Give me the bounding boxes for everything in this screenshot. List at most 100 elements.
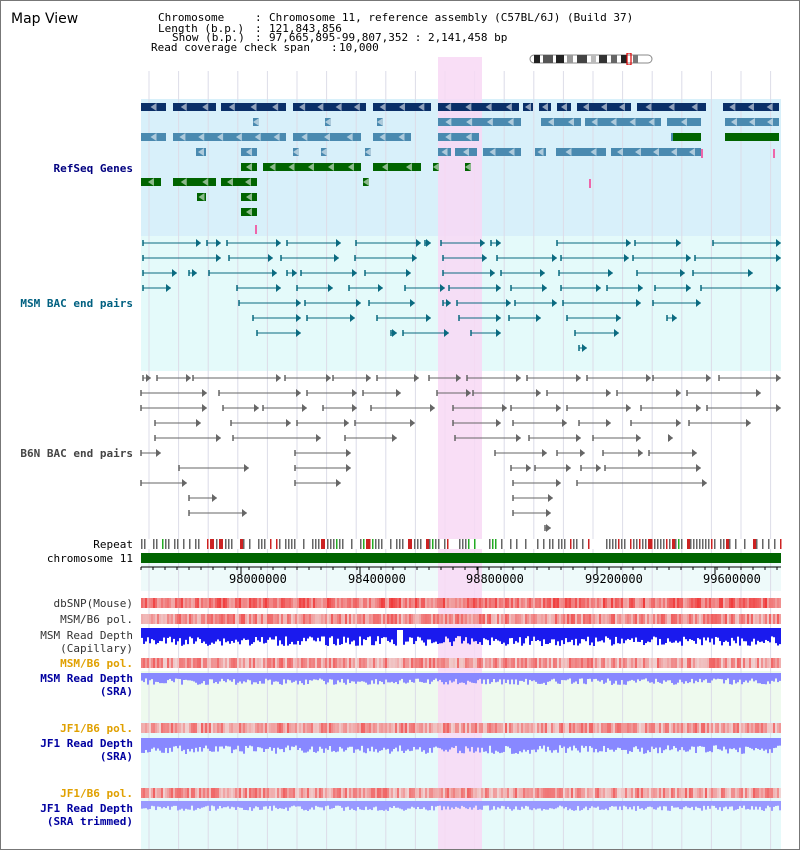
heat-cell (731, 658, 733, 668)
depth-bar (489, 628, 491, 646)
depth-bar (729, 673, 731, 685)
depth-bar (411, 628, 413, 638)
heat-cell (243, 788, 245, 798)
heat-cell (409, 614, 411, 624)
heat-cell (299, 658, 301, 668)
depth-bar (207, 738, 209, 749)
track-label-msm-depth-cap-2: (Capillary) (60, 642, 133, 655)
heat-cell (551, 598, 553, 608)
heat-cell (509, 788, 511, 798)
heat-cell (659, 658, 661, 668)
depth-bar (375, 738, 377, 750)
heat-cell (295, 658, 297, 668)
depth-bar (157, 801, 159, 807)
depth-bar (579, 628, 581, 644)
heat-cell (539, 614, 541, 624)
repeat-element (573, 539, 575, 549)
heat-cell (677, 598, 679, 608)
heat-cell (221, 598, 223, 608)
depth-bar (745, 628, 747, 642)
depth-bar (251, 738, 253, 747)
depth-bar (187, 738, 189, 750)
heat-cell (417, 614, 419, 624)
bac-end-arrow (776, 254, 781, 262)
depth-bar (209, 801, 211, 811)
depth-bar (441, 628, 443, 644)
heat-cell (489, 598, 491, 608)
depth-bar (385, 738, 387, 750)
heat-cell (509, 614, 511, 624)
depth-bar (253, 628, 255, 643)
depth-bar (191, 738, 193, 749)
heat-cell (221, 614, 223, 624)
heat-cell (309, 614, 311, 624)
depth-bar (595, 628, 597, 638)
heat-cell (147, 723, 149, 733)
bac-end-arrow (576, 434, 581, 442)
repeat-element (330, 539, 332, 549)
heat-cell (645, 614, 647, 624)
depth-bar (529, 673, 531, 680)
heat-cell (695, 598, 697, 608)
depth-bar (753, 801, 755, 810)
depth-bar (713, 673, 715, 679)
depth-bar (717, 738, 719, 750)
depth-bar (521, 801, 523, 807)
heat-cell (391, 598, 393, 608)
heat-cell (163, 598, 165, 608)
heat-cell (243, 723, 245, 733)
heat-cell (567, 723, 569, 733)
repeat-element (195, 539, 197, 549)
depth-bar (553, 628, 555, 640)
heat-cell (285, 723, 287, 733)
heat-cell (281, 658, 283, 668)
depth-bar (647, 738, 649, 751)
heat-cell (723, 614, 725, 624)
depth-bar (599, 673, 601, 682)
heat-cell (371, 598, 373, 608)
depth-bar (217, 738, 219, 752)
repeat-element (624, 539, 626, 549)
heat-cell (291, 658, 293, 668)
heat-cell (539, 723, 541, 733)
heat-cell (423, 723, 425, 733)
heat-cell (231, 658, 233, 668)
depth-bar (663, 628, 665, 645)
heat-cell (195, 723, 197, 733)
depth-bar (533, 673, 535, 681)
depth-bar (671, 673, 673, 683)
heat-cell (287, 723, 289, 733)
gene-strand-arrow (272, 103, 279, 111)
heat-cell (213, 658, 215, 668)
heat-cell (665, 614, 667, 624)
repeat-element (462, 539, 464, 549)
depth-bar (669, 738, 671, 751)
heat-cell (193, 658, 195, 668)
chromosome-ideogram[interactable] (529, 53, 655, 65)
repeat-element (762, 539, 764, 549)
heat-cell (321, 723, 323, 733)
depth-bar (657, 801, 659, 808)
depth-bar (333, 628, 335, 645)
heat-cell (261, 723, 263, 733)
heat-cell (217, 614, 219, 624)
heat-cell (607, 658, 609, 668)
gene-strand-arrow (645, 103, 652, 111)
heat-cell (623, 598, 625, 608)
heat-cell (451, 788, 453, 798)
depth-bar (255, 801, 257, 807)
depth-bar (419, 628, 421, 638)
depth-bar (147, 801, 149, 810)
heat-cell (439, 658, 441, 668)
depth-bar (627, 738, 629, 754)
repeat-element (225, 539, 227, 549)
heat-cell (251, 723, 253, 733)
depth-bar (357, 673, 359, 682)
bac-end-arrow (302, 404, 307, 412)
depth-bar (213, 628, 215, 644)
heat-cell (265, 598, 267, 608)
depth-bar (207, 673, 209, 685)
heat-cell (253, 788, 255, 798)
heat-cell (677, 788, 679, 798)
